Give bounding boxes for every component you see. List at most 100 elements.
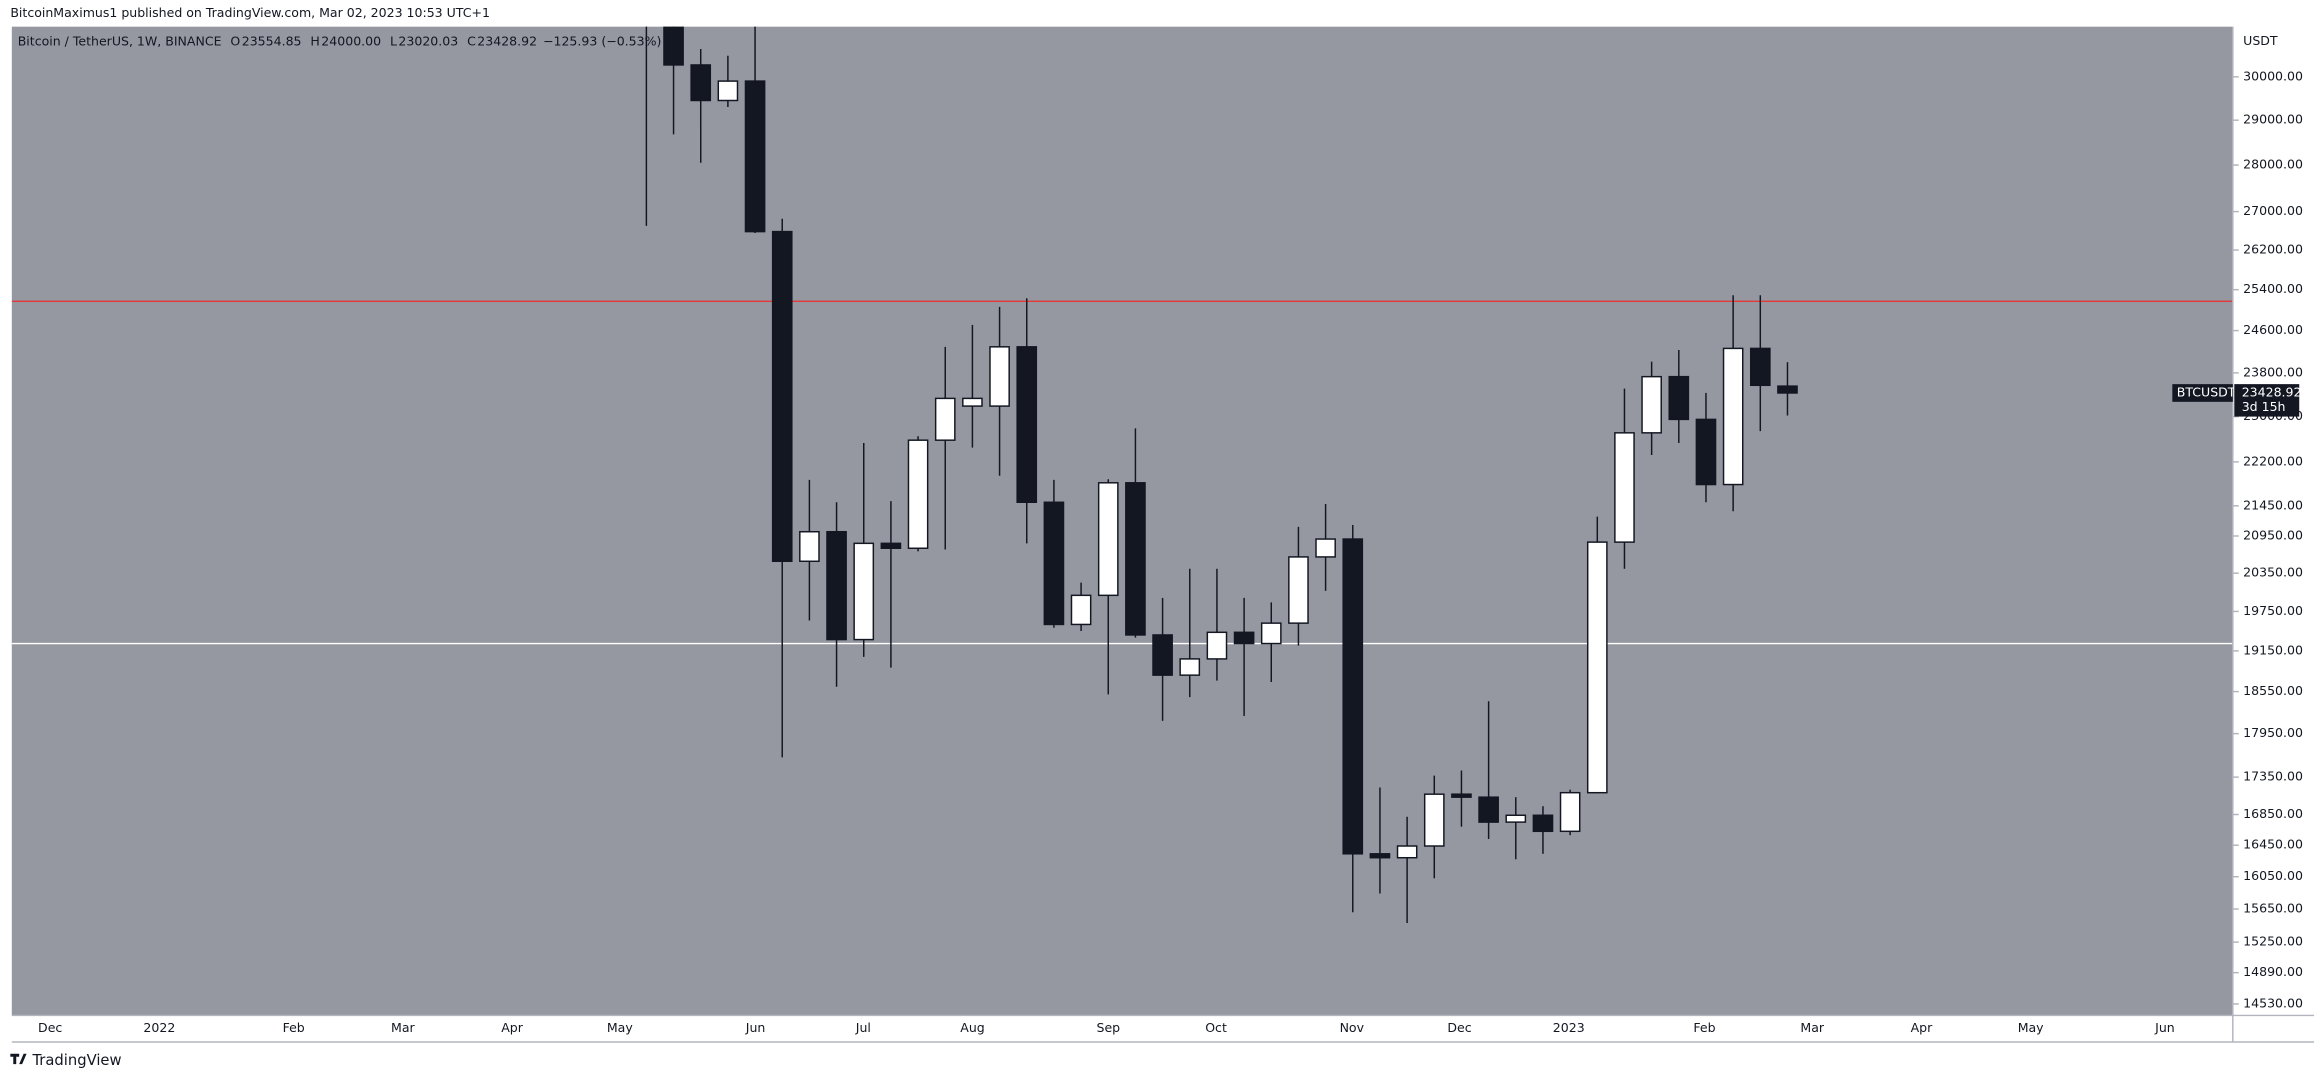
- x-tick-label: Dec: [1447, 1020, 1471, 1035]
- candle-body: [1125, 482, 1146, 636]
- countdown: 3d 15h: [2242, 399, 2286, 414]
- x-tick-label: Jun: [2154, 1020, 2175, 1035]
- y-tick-label: 17350.00: [2243, 769, 2303, 784]
- ohlc-value: 23554.85: [242, 33, 302, 48]
- candle-body: [1722, 347, 1744, 486]
- y-tick-label: 20950.00: [2243, 527, 2303, 542]
- x-tick-label: May: [2018, 1020, 2044, 1035]
- x-tick-label: Feb: [283, 1020, 305, 1035]
- candle-body: [1777, 385, 1798, 394]
- y-tick-label: 16450.00: [2243, 837, 2303, 852]
- candle-body: [1396, 845, 1418, 859]
- symbol-tag-bg: [2172, 384, 2233, 402]
- candle-body: [717, 80, 739, 102]
- candle-body: [1559, 791, 1581, 833]
- ohlc-key: L: [390, 33, 397, 48]
- candle-body: [1342, 538, 1364, 855]
- candle-body: [1478, 796, 1499, 823]
- ohlc-key: O: [230, 33, 240, 48]
- ohlc-key: C: [467, 33, 476, 48]
- candle-body: [853, 542, 875, 641]
- plot-area: [11, 26, 2233, 923]
- candle-body: [1315, 538, 1336, 558]
- y-tick-label: 26200.00: [2243, 242, 2303, 257]
- price-tag: 23428.92: [2242, 384, 2302, 399]
- x-tick-label: Nov: [1340, 1020, 1365, 1035]
- candle-body: [1369, 853, 1391, 859]
- y-tick-label: 19750.00: [2243, 603, 2303, 618]
- ohlc-key: H: [310, 33, 319, 48]
- y-tick-label: 15250.00: [2243, 934, 2303, 949]
- y-tick-label: 24600.00: [2243, 322, 2303, 337]
- y-tick-label: 16850.00: [2243, 806, 2303, 821]
- candle-body: [1097, 482, 1119, 597]
- y-tick-label: 17950.00: [2243, 725, 2303, 740]
- y-axis-label: USDT: [2243, 33, 2278, 48]
- ohlc-value: 24000.00: [321, 33, 381, 48]
- candle-body: [744, 80, 766, 233]
- change: −125.93 (−0.53%): [543, 33, 661, 48]
- y-tick-label: 23800.00: [2243, 364, 2303, 379]
- x-tick-label: Aug: [960, 1020, 984, 1035]
- candle-body: [907, 439, 929, 549]
- candle-body: [1016, 346, 1038, 503]
- x-tick-label: Dec: [38, 1020, 62, 1035]
- candle-body: [1532, 814, 1554, 833]
- candle-body: [880, 542, 902, 549]
- candle-body: [826, 530, 847, 641]
- footer-brand: TradingView: [31, 1052, 121, 1069]
- candle-body: [1233, 631, 1255, 645]
- candle-body: [1505, 814, 1527, 823]
- x-tick-label: Jun: [745, 1020, 766, 1035]
- y-tick-label: 19150.00: [2243, 642, 2303, 657]
- candle-body: [1288, 556, 1309, 624]
- y-tick-label: 18550.00: [2243, 683, 2303, 698]
- candle-body: [1749, 347, 1771, 387]
- x-tick-label: 2023: [1553, 1020, 1585, 1035]
- candle-body: [799, 530, 820, 563]
- candle-body: [1206, 631, 1228, 660]
- x-tick-label: May: [607, 1020, 633, 1035]
- y-tick-label: 14530.00: [2243, 995, 2303, 1010]
- candle-body: [663, 26, 684, 66]
- price-tag-bg: [2234, 384, 2300, 417]
- symbol-tag: BTCUSDT: [2177, 384, 2236, 399]
- candle-body: [1451, 793, 1472, 798]
- x-tick-label: Mar: [391, 1020, 415, 1035]
- x-tick-label: Mar: [1800, 1020, 1824, 1035]
- x-tick-label: Apr: [1911, 1020, 1934, 1035]
- symbol-legend: Bitcoin / TetherUS, 1W, BINANCE O23554.85…: [18, 33, 662, 48]
- y-tick-label: 28000.00: [2243, 157, 2303, 172]
- candle-body: [690, 64, 712, 102]
- y-tick-label: 29000.00: [2243, 112, 2303, 127]
- x-tick-label: Oct: [1205, 1020, 1227, 1035]
- candle-body: [1586, 541, 1608, 794]
- candle-body: [1641, 375, 1662, 434]
- candle-body: [1043, 501, 1065, 626]
- plot-background: [11, 26, 2233, 1016]
- ohlc-value: 23020.03: [398, 33, 458, 48]
- ohlc-value: 23428.92: [477, 33, 537, 48]
- y-tick-label: 21450.00: [2243, 497, 2303, 512]
- y-tick-label: 27000.00: [2243, 203, 2303, 218]
- y-tick-label: 25400.00: [2243, 281, 2303, 296]
- candle-body: [1179, 658, 1201, 676]
- candle-body: [1152, 634, 1173, 676]
- y-tick-label: 30000.00: [2243, 68, 2303, 83]
- x-tick-label: Feb: [1693, 1020, 1715, 1035]
- x-tick-label: Apr: [501, 1020, 524, 1035]
- candle-body: [1695, 418, 1717, 486]
- x-tick-label: 2022: [143, 1020, 175, 1035]
- y-tick-label: 22200.00: [2243, 453, 2303, 468]
- x-tick-label: Sep: [1096, 1020, 1120, 1035]
- y-tick-label: 14890.00: [2243, 964, 2303, 979]
- candle-body: [1260, 622, 1282, 645]
- y-tick-label: 16050.00: [2243, 868, 2303, 883]
- y-tick-label: 20350.00: [2243, 565, 2303, 580]
- y-tick-label: 15650.00: [2243, 900, 2303, 915]
- candle-body: [1614, 432, 1635, 543]
- candle-body: [1668, 375, 1690, 421]
- candle-body: [934, 397, 956, 441]
